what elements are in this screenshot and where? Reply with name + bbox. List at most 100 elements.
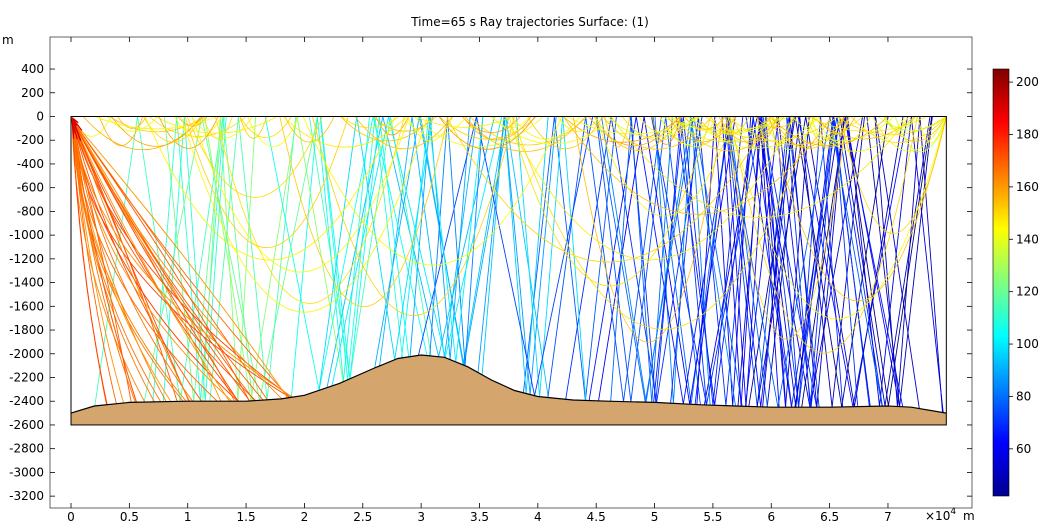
x-tick-label: 2 bbox=[301, 510, 309, 524]
ray-68 bbox=[331, 116, 503, 387]
ray-160 bbox=[727, 116, 947, 320]
ray-163 bbox=[572, 116, 724, 343]
ray-26 bbox=[94, 116, 224, 406]
ray-43 bbox=[547, 116, 662, 402]
plot-area bbox=[49, 36, 973, 509]
y-tick-label: -1800 bbox=[9, 323, 44, 337]
colorbar-tick-label: 60 bbox=[1016, 442, 1031, 456]
ray-25 bbox=[696, 116, 752, 406]
ray-95 bbox=[239, 116, 268, 139]
ray-202 bbox=[71, 119, 190, 402]
ray-158 bbox=[883, 116, 916, 132]
ray-71 bbox=[247, 116, 299, 147]
seabed-surface bbox=[71, 355, 947, 425]
ray-74 bbox=[815, 116, 871, 145]
ray-73 bbox=[527, 116, 603, 150]
ray-104 bbox=[372, 116, 437, 132]
ray-83 bbox=[884, 116, 947, 142]
ray-81 bbox=[604, 116, 631, 148]
ray-85 bbox=[109, 116, 205, 133]
ray-169 bbox=[191, 116, 410, 273]
colorbar-tick-label: 120 bbox=[1016, 285, 1039, 299]
y-tick-label: 200 bbox=[21, 86, 44, 100]
ray-42 bbox=[651, 116, 818, 408]
x-tick-label: 1 bbox=[184, 510, 192, 524]
ray-141 bbox=[651, 116, 681, 145]
ray-37 bbox=[670, 116, 754, 406]
ray-76 bbox=[836, 116, 947, 136]
y-tick-label: -3000 bbox=[9, 465, 44, 479]
ray-173 bbox=[769, 116, 947, 302]
x-tick-label: 0.5 bbox=[120, 510, 139, 524]
ray-100 bbox=[727, 116, 864, 145]
ray-150 bbox=[438, 116, 537, 140]
ray-134 bbox=[602, 116, 713, 150]
ray-62 bbox=[429, 116, 484, 366]
ray-89 bbox=[756, 116, 793, 151]
ray-167 bbox=[595, 116, 735, 217]
ray-61 bbox=[417, 116, 594, 396]
ray-230 bbox=[71, 117, 75, 125]
ray-205 bbox=[71, 119, 230, 402]
colorbar-tick-label: 140 bbox=[1016, 232, 1039, 246]
seabed-boundary bbox=[70, 354, 947, 414]
ray-121 bbox=[511, 116, 581, 140]
ray-127 bbox=[402, 116, 467, 137]
y-tick-label: -1400 bbox=[9, 276, 44, 290]
ray-16 bbox=[703, 116, 864, 408]
ray-133 bbox=[490, 116, 616, 145]
x-axis-unit-label: m bbox=[963, 509, 975, 523]
x-tick-label: 2.5 bbox=[353, 510, 372, 524]
ray-117 bbox=[106, 116, 159, 132]
ray-94 bbox=[872, 116, 947, 152]
ray-110 bbox=[282, 116, 407, 148]
ray-20 bbox=[776, 116, 844, 408]
ray-217 bbox=[71, 119, 264, 401]
ray-220 bbox=[71, 119, 239, 402]
ray-21 bbox=[152, 116, 225, 402]
ray-180 bbox=[511, 116, 814, 330]
x-tick-label: 0 bbox=[67, 510, 75, 524]
ray-36 bbox=[844, 116, 904, 407]
ray-48 bbox=[320, 116, 410, 379]
ray-143 bbox=[607, 116, 698, 138]
ray-32 bbox=[290, 116, 370, 398]
ray-19 bbox=[522, 116, 617, 401]
ray-69 bbox=[375, 116, 409, 136]
ray-119 bbox=[808, 116, 927, 132]
ray-190 bbox=[71, 119, 239, 402]
ray-40 bbox=[588, 116, 731, 404]
ray-218 bbox=[71, 119, 268, 401]
ray-8 bbox=[737, 116, 810, 408]
domain-boundary bbox=[70, 115, 947, 426]
ray-23 bbox=[516, 116, 587, 401]
ray-75 bbox=[407, 116, 454, 142]
ray-176 bbox=[184, 116, 349, 248]
ray-59 bbox=[477, 116, 557, 395]
ray-29 bbox=[202, 116, 257, 402]
ray-98 bbox=[469, 116, 588, 146]
ray-18 bbox=[748, 116, 889, 407]
y-tick-label: -2400 bbox=[9, 394, 44, 408]
ray-84 bbox=[669, 116, 779, 142]
y-tick-label: -2200 bbox=[9, 370, 44, 384]
ray-35 bbox=[264, 116, 428, 391]
domain-layer bbox=[70, 115, 947, 426]
x-axis-multiplier: ×104 bbox=[925, 507, 956, 523]
ray-128 bbox=[202, 116, 233, 139]
ray-118 bbox=[562, 116, 682, 143]
ray-67 bbox=[725, 116, 883, 408]
ray-129 bbox=[148, 116, 247, 137]
colorbar-tick-label: 160 bbox=[1016, 180, 1039, 194]
ray-80 bbox=[877, 116, 947, 131]
ray-135 bbox=[894, 116, 947, 153]
ray-28 bbox=[745, 116, 845, 408]
ray-11 bbox=[595, 116, 701, 405]
ray-196 bbox=[71, 119, 190, 402]
ray-208 bbox=[71, 119, 222, 402]
ray-168 bbox=[729, 116, 918, 354]
ray-213 bbox=[71, 119, 132, 403]
ray-51 bbox=[756, 116, 904, 407]
x-tick-label: 3 bbox=[417, 510, 425, 524]
